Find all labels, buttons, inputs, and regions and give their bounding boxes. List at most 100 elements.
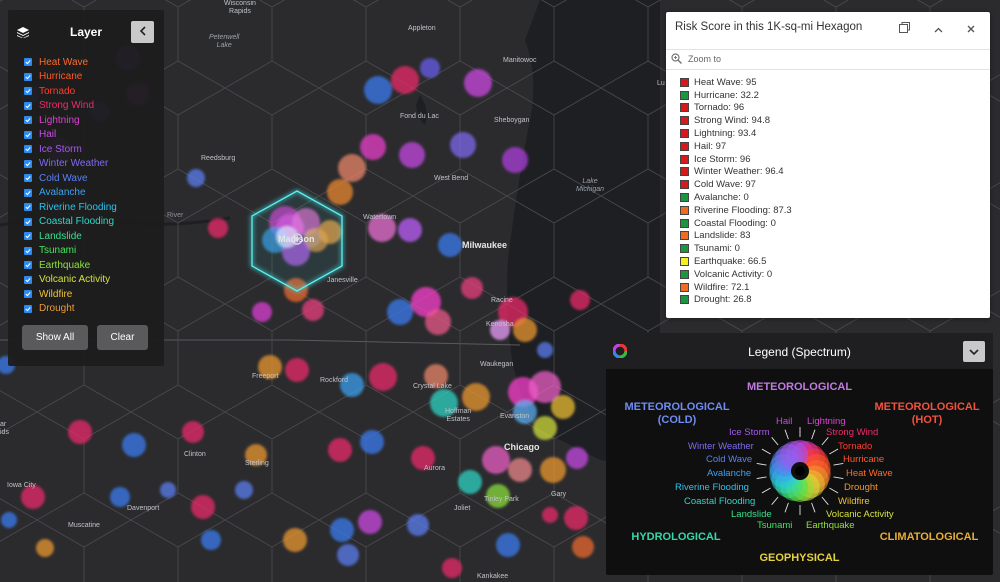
- collapse-popup-button[interactable]: [931, 22, 945, 36]
- city-label: Crystal Lake: [413, 383, 452, 390]
- layer-item[interactable]: Tornado: [24, 84, 117, 99]
- risk-row: Hail: 97: [680, 140, 792, 153]
- layer-checkbox[interactable]: [24, 275, 32, 284]
- zoom-in-icon: [671, 52, 682, 66]
- wheel-tick: [771, 437, 779, 446]
- water-label: Petenwell: [209, 34, 240, 41]
- layer-item[interactable]: Avalanche: [24, 186, 117, 201]
- risk-swatch: [680, 295, 689, 305]
- city-label: Fond du Lac: [400, 113, 439, 120]
- layer-checkbox[interactable]: [24, 304, 32, 313]
- layer-item[interactable]: Hurricane: [24, 70, 117, 85]
- legend-label-lightning: Lightning: [807, 416, 846, 427]
- risk-blob: [442, 558, 462, 578]
- layer-checkbox[interactable]: [24, 58, 32, 67]
- layer-item[interactable]: Tsunami: [24, 244, 117, 259]
- layer-item[interactable]: Earthquake: [24, 258, 117, 273]
- risk-row: Drought: 26.8: [680, 294, 792, 307]
- city-label: Evanston: [500, 413, 530, 420]
- layer-panel-title: Layer: [69, 25, 103, 39]
- layer-checkbox[interactable]: [24, 101, 32, 110]
- wheel-tick: [756, 476, 767, 480]
- layer-label: Tsunami: [39, 245, 77, 257]
- risk-blob: [424, 364, 448, 388]
- risk-row: Tsunami: 0: [680, 242, 792, 255]
- layer-label: Winter Weather: [39, 158, 109, 170]
- category-hydrological: HYDROLOGICAL: [631, 531, 721, 543]
- layer-item[interactable]: Landslide: [24, 229, 117, 244]
- risk-label: Hail: 97: [694, 140, 727, 152]
- layer-checkbox[interactable]: [24, 261, 32, 270]
- layer-checkbox[interactable]: [24, 217, 32, 226]
- risk-blob: [201, 530, 221, 550]
- layer-item[interactable]: Lightning: [24, 113, 117, 128]
- risk-swatch: [680, 218, 689, 228]
- dock-button[interactable]: [897, 22, 911, 36]
- legend-label-drought: Drought: [844, 482, 878, 493]
- expand-legend-button[interactable]: [963, 341, 985, 362]
- layer-checkbox[interactable]: [24, 130, 32, 139]
- risk-label: Tsunami: 0: [694, 243, 740, 255]
- risk-blob: [420, 58, 440, 78]
- layer-checkbox[interactable]: [24, 72, 32, 81]
- layer-item[interactable]: Strong Wind: [24, 99, 117, 114]
- risk-blob: [398, 218, 422, 242]
- layer-checkbox[interactable]: [24, 174, 32, 183]
- layer-item[interactable]: Cold Wave: [24, 171, 117, 186]
- city-label: Aurora: [424, 465, 446, 472]
- risk-row: Heat Wave: 95: [680, 76, 792, 89]
- clear-button[interactable]: Clear: [97, 325, 148, 350]
- risk-blob: [187, 169, 205, 187]
- city-label: River: [167, 212, 184, 219]
- layer-item[interactable]: Ice Storm: [24, 142, 117, 157]
- color-wheel-icon: [612, 343, 628, 363]
- water-label: Lake: [582, 178, 598, 185]
- layer-checkbox[interactable]: [24, 290, 32, 299]
- risk-label: Ice Storm: 96: [694, 153, 751, 165]
- layer-label: Avalanche: [39, 187, 86, 199]
- city-label: Iowa City: [7, 482, 36, 489]
- wheel-tick: [771, 496, 779, 505]
- layer-checkbox[interactable]: [24, 203, 32, 212]
- show-all-button[interactable]: Show All: [22, 325, 88, 350]
- city-label-madison: Madison: [278, 234, 315, 244]
- chevron-down-icon: [969, 343, 979, 361]
- selection-marker: [291, 233, 303, 245]
- wheel-tick: [784, 429, 789, 440]
- risk-row: Lightning: 93.4: [680, 127, 792, 140]
- risk-swatch: [680, 90, 689, 100]
- layer-checkbox[interactable]: [24, 87, 32, 96]
- layer-item[interactable]: Winter Weather: [24, 157, 117, 172]
- risk-blob: [464, 69, 492, 97]
- layer-checkbox[interactable]: [24, 188, 32, 197]
- layer-label: Earthquake: [39, 259, 91, 271]
- close-popup-button[interactable]: [964, 22, 978, 36]
- risk-label: Riverine Flooding: 87.3: [694, 204, 792, 216]
- layer-checkbox[interactable]: [24, 232, 32, 241]
- layer-item[interactable]: Coastal Flooding: [24, 215, 117, 230]
- zoom-to-button[interactable]: Zoom to: [671, 51, 721, 67]
- risk-blob: [513, 400, 537, 424]
- risk-label: Strong Wind: 94.8: [694, 115, 771, 127]
- layer-checkbox[interactable]: [24, 145, 32, 154]
- risk-label: Landslide: 83: [694, 230, 751, 242]
- layer-item[interactable]: Volcanic Activity: [24, 273, 117, 288]
- layer-item[interactable]: Hail: [24, 128, 117, 143]
- collapse-panel-button[interactable]: [131, 21, 154, 43]
- layer-label: Coastal Flooding: [39, 216, 115, 228]
- layer-checkbox[interactable]: [24, 159, 32, 168]
- layer-item[interactable]: Riverine Flooding: [24, 200, 117, 215]
- layer-checkbox[interactable]: [24, 116, 32, 125]
- layer-item[interactable]: Drought: [24, 302, 117, 317]
- layer-checkbox[interactable]: [24, 246, 32, 255]
- layer-item[interactable]: Heat Wave: [24, 55, 117, 70]
- risk-label: Earthquake: 66.5: [694, 256, 767, 268]
- category-geophysical: GEOPHYSICAL: [759, 552, 840, 564]
- risk-blob: [245, 444, 267, 466]
- legend-header: Legend (Spectrum): [606, 333, 993, 369]
- legend-label-tsunami: Tsunami: [757, 520, 793, 531]
- layer-item[interactable]: Wildfire: [24, 287, 117, 302]
- risk-label: Winter Weather: 96.4: [694, 166, 784, 178]
- risk-blob: [529, 371, 561, 403]
- city-label: Freeport: [252, 373, 279, 380]
